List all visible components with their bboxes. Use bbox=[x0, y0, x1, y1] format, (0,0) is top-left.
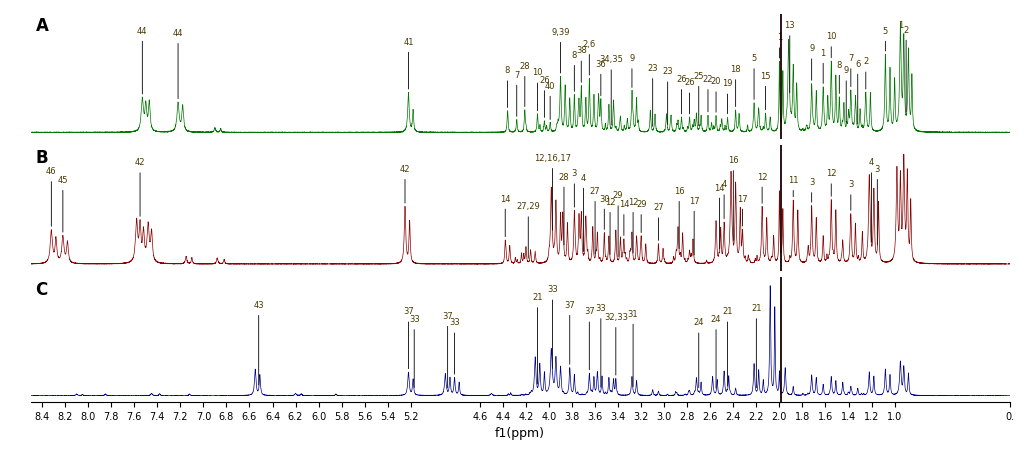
Text: 26: 26 bbox=[676, 75, 686, 114]
Text: 5: 5 bbox=[881, 27, 888, 51]
Text: 15: 15 bbox=[759, 72, 770, 110]
Text: 42: 42 bbox=[399, 165, 410, 203]
Text: 4: 4 bbox=[720, 180, 726, 218]
Text: 25: 25 bbox=[693, 72, 703, 126]
Text: 34,35: 34,35 bbox=[599, 55, 623, 125]
Text: 17: 17 bbox=[688, 197, 699, 255]
Text: 37: 37 bbox=[564, 301, 575, 364]
Text: 28: 28 bbox=[558, 173, 569, 245]
Text: 14: 14 bbox=[618, 200, 629, 235]
Text: 9,39: 9,39 bbox=[550, 28, 570, 73]
Text: B: B bbox=[36, 149, 48, 167]
Text: 11: 11 bbox=[788, 176, 798, 197]
Text: 27: 27 bbox=[652, 203, 663, 240]
Text: 8: 8 bbox=[504, 66, 510, 107]
Text: 10: 10 bbox=[825, 32, 836, 58]
Text: 6: 6 bbox=[854, 60, 860, 124]
Text: 38: 38 bbox=[576, 47, 586, 82]
Text: 14: 14 bbox=[713, 184, 725, 249]
Text: 24: 24 bbox=[710, 315, 720, 388]
Text: 8: 8 bbox=[571, 51, 577, 91]
Text: 23: 23 bbox=[647, 64, 657, 126]
Text: 1: 1 bbox=[819, 49, 825, 84]
Text: 21: 21 bbox=[750, 304, 761, 388]
Text: 24: 24 bbox=[693, 319, 703, 388]
Text: 23: 23 bbox=[661, 67, 673, 124]
Text: 45: 45 bbox=[57, 176, 68, 232]
Text: 29: 29 bbox=[635, 200, 646, 233]
Text: 12: 12 bbox=[756, 173, 766, 203]
Text: 41: 41 bbox=[403, 37, 414, 89]
Text: 16: 16 bbox=[728, 156, 738, 240]
Text: 46: 46 bbox=[46, 167, 57, 226]
Text: 3: 3 bbox=[571, 169, 577, 207]
Text: 40: 40 bbox=[544, 82, 555, 119]
Text: 1: 1 bbox=[897, 21, 902, 30]
Text: A: A bbox=[36, 17, 48, 36]
Text: 37: 37 bbox=[583, 308, 594, 370]
Text: 2: 2 bbox=[862, 58, 867, 89]
Text: 3: 3 bbox=[848, 180, 853, 210]
Text: 1: 1 bbox=[776, 33, 782, 58]
Text: 21: 21 bbox=[532, 293, 542, 384]
Text: 26: 26 bbox=[539, 76, 549, 117]
Text: 2: 2 bbox=[903, 26, 908, 112]
Text: 26: 26 bbox=[684, 78, 694, 114]
Text: 7: 7 bbox=[848, 54, 853, 86]
Text: 12: 12 bbox=[628, 198, 638, 253]
Text: 12: 12 bbox=[604, 198, 614, 255]
Text: 10: 10 bbox=[532, 69, 542, 111]
Text: 36: 36 bbox=[595, 60, 605, 96]
Text: 33: 33 bbox=[409, 315, 419, 388]
Text: 29: 29 bbox=[612, 191, 623, 256]
Text: 19: 19 bbox=[721, 80, 732, 114]
Text: 5: 5 bbox=[751, 54, 756, 100]
Text: 33: 33 bbox=[595, 304, 605, 387]
Text: 21: 21 bbox=[721, 308, 732, 386]
Text: 30: 30 bbox=[598, 195, 609, 229]
Text: 3: 3 bbox=[808, 178, 813, 202]
Text: 4: 4 bbox=[581, 174, 586, 251]
Text: 12,16,17: 12,16,17 bbox=[533, 154, 571, 230]
Text: 2,6: 2,6 bbox=[582, 40, 595, 75]
Text: 42: 42 bbox=[135, 158, 145, 216]
Text: 37: 37 bbox=[403, 308, 414, 369]
Text: 44: 44 bbox=[137, 27, 148, 94]
Text: 14: 14 bbox=[499, 195, 510, 237]
Text: 33: 33 bbox=[546, 286, 557, 368]
Text: 27: 27 bbox=[589, 187, 600, 254]
Text: 8: 8 bbox=[836, 61, 841, 93]
Text: 33: 33 bbox=[448, 319, 460, 374]
X-axis label: f1(ppm): f1(ppm) bbox=[494, 427, 545, 441]
Text: 17: 17 bbox=[737, 195, 747, 226]
Text: 44: 44 bbox=[172, 29, 183, 99]
Text: 28: 28 bbox=[519, 62, 530, 106]
Text: 20: 20 bbox=[710, 77, 720, 112]
Text: 31: 31 bbox=[627, 310, 638, 387]
Text: 18: 18 bbox=[730, 65, 740, 106]
Text: 27,29: 27,29 bbox=[516, 202, 540, 258]
Text: 43: 43 bbox=[253, 301, 264, 385]
Text: 3: 3 bbox=[873, 165, 879, 245]
Text: 7: 7 bbox=[514, 71, 519, 116]
Text: 4: 4 bbox=[868, 158, 873, 242]
Text: 9: 9 bbox=[629, 54, 634, 87]
Text: C: C bbox=[36, 281, 48, 298]
Text: 37: 37 bbox=[442, 312, 452, 388]
Text: 9: 9 bbox=[808, 44, 813, 80]
Text: 22: 22 bbox=[702, 75, 712, 112]
Text: 13: 13 bbox=[784, 21, 794, 93]
Text: 32,33: 32,33 bbox=[603, 313, 628, 375]
Text: 12: 12 bbox=[825, 169, 836, 196]
Text: 16: 16 bbox=[674, 187, 684, 249]
Text: 9: 9 bbox=[843, 66, 848, 122]
